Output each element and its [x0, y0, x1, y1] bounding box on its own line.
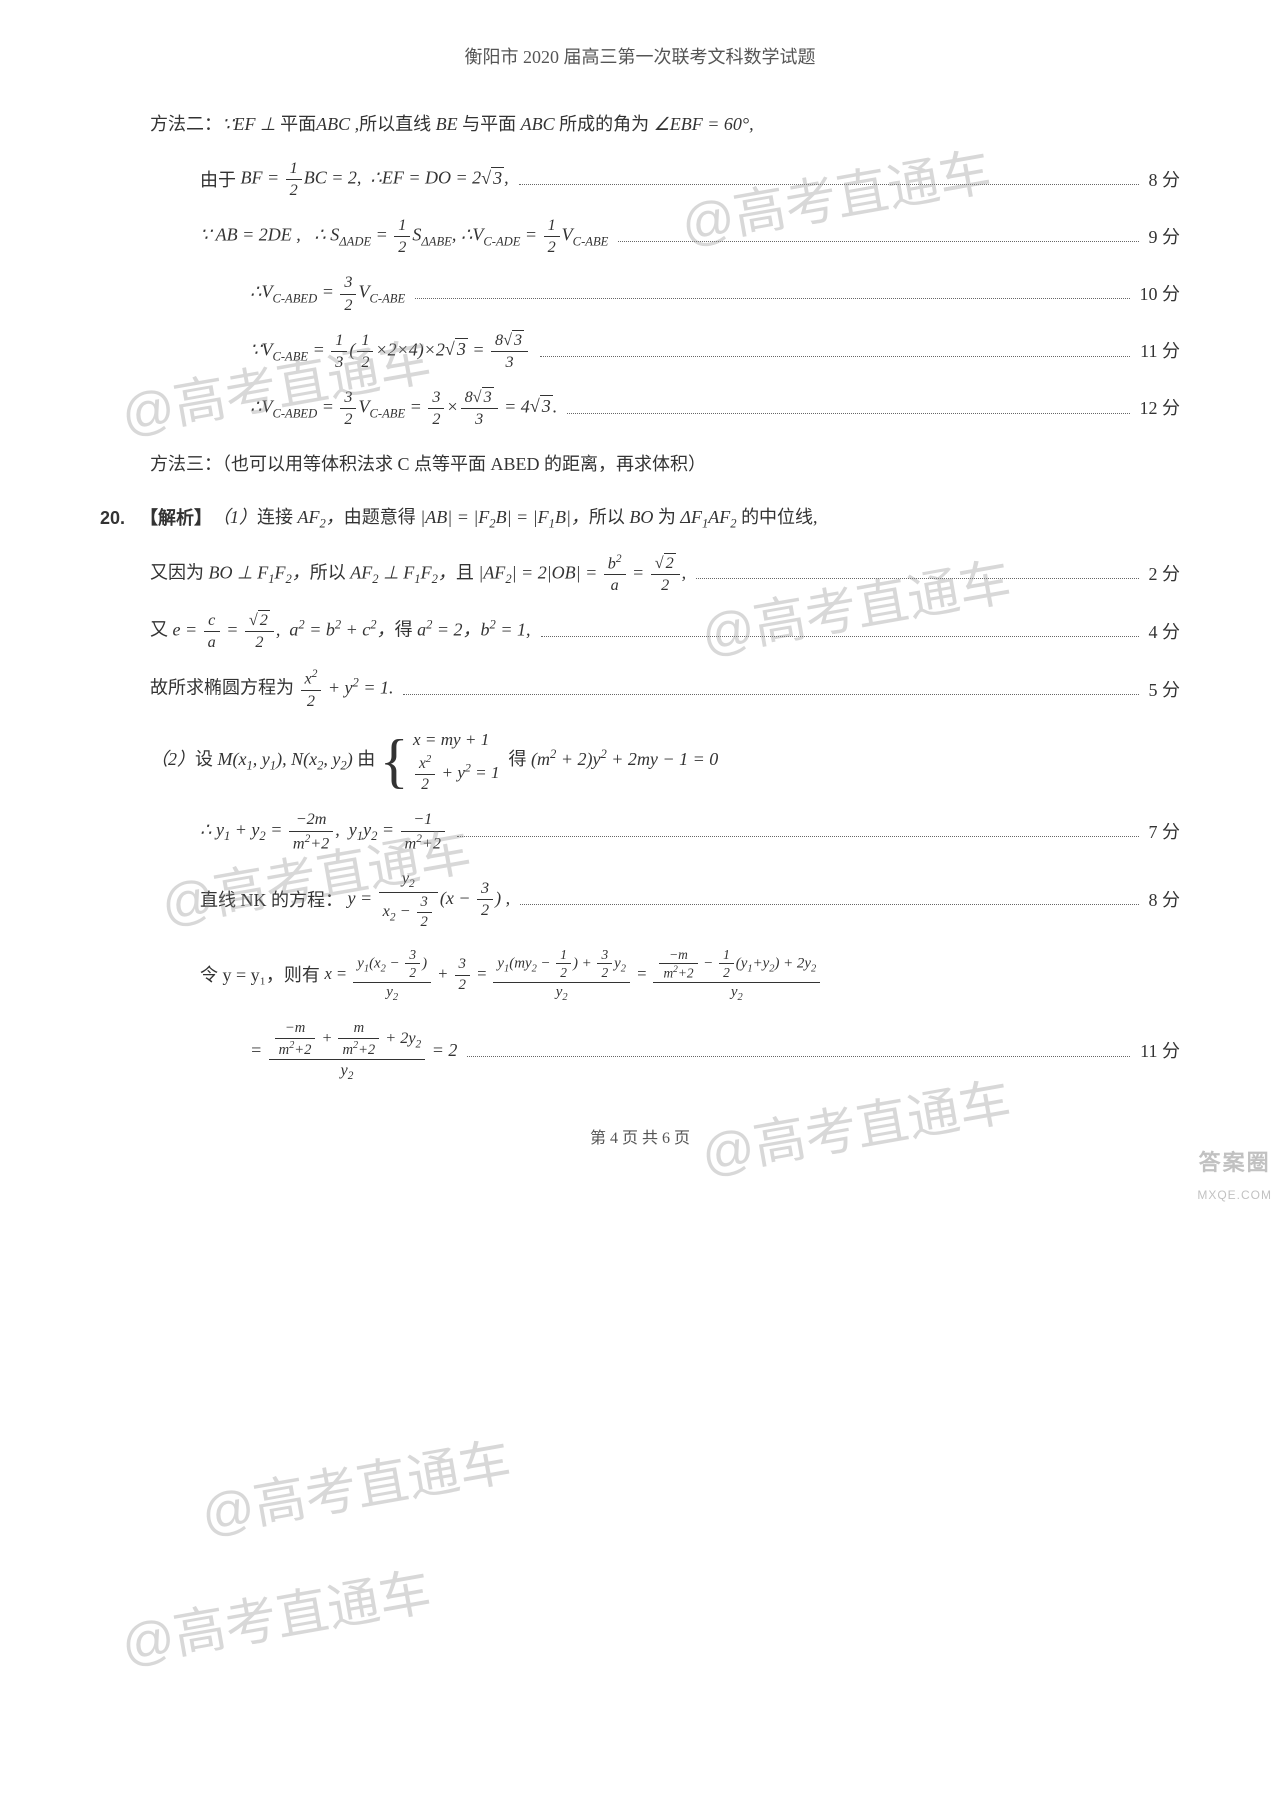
- step-12: ∴VC-ABED = 32VC-ABE = 32×833 = 43. 12 分: [100, 387, 1180, 430]
- watermark: @高考直通车: [194, 1414, 519, 1566]
- q20-step5: 故所求椭圆方程为 x22 + y2 = 1. 5 分: [100, 667, 1180, 712]
- math-text: （1）连接 AF2，由题意得 |AB| = |F2B| = |F1B|，所以 B…: [212, 500, 818, 537]
- score: 2 分: [1149, 557, 1181, 591]
- q20-step7: ∴ y1 + y2 = −2mm2+2, y1y2 = −1m2+2 7 分: [100, 809, 1180, 854]
- prefix: 令 y = y₁，则有: [200, 958, 320, 992]
- q-label: 【解析】: [140, 501, 212, 535]
- dots: [457, 826, 1139, 837]
- math-text: = −mm2+2 + mm2+2 + 2y2y2 = 2: [250, 1019, 457, 1085]
- score: 8 分: [1149, 883, 1181, 917]
- math-text: BF = 12BC = 2, ∴EF = DO = 23,: [241, 158, 509, 201]
- score: 4 分: [1149, 615, 1181, 649]
- score: 9 分: [1149, 220, 1181, 254]
- math-text: ∴VC-ABED = 32VC-ABE: [250, 272, 405, 315]
- watermark: @高考直通车: [114, 1544, 439, 1696]
- dots: [415, 289, 1129, 300]
- math-text: ∵VC-ABE = 13(12×2×4)×23 = 833: [250, 330, 530, 373]
- q-number: 20.: [100, 501, 140, 535]
- math-text: 又因为 BO ⊥ F1F2，所以 AF2 ⊥ F1F2，且 |AF2| = 2|…: [150, 552, 686, 597]
- dots: [541, 626, 1139, 637]
- q20-line1: 20. 【解析】 （1）连接 AF2，由题意得 |AB| = |F2B| = |…: [100, 498, 1180, 538]
- prefix: 由于: [200, 163, 236, 197]
- dots: [696, 569, 1138, 580]
- dots: [540, 346, 1130, 357]
- score: 5 分: [1149, 673, 1181, 707]
- method3-note: 方法三：（也可以用等体积法求 C 点等平面 ABED 的距离，再求体积）: [100, 444, 1180, 484]
- corner-small: MXQE.COM: [1197, 1184, 1272, 1207]
- prefix: 直线 NK 的方程：: [200, 883, 343, 917]
- dots: [520, 894, 1138, 905]
- math-text: 故所求椭圆方程为 x22 + y2 = 1.: [150, 667, 393, 712]
- q20-part2-setup: （2）设 M(x1, y1), N(x2, y2) 由 { x = my + 1…: [100, 726, 1180, 795]
- corner-watermark: 答案圈 MXQE.COM: [1197, 1142, 1272, 1207]
- step-8: 由于 BF = 12BC = 2, ∴EF = DO = 23, 8 分: [100, 158, 1180, 201]
- dots: [567, 403, 1129, 414]
- q20-step11: = −mm2+2 + mm2+2 + 2y2y2 = 2 11 分: [100, 1019, 1180, 1085]
- page-header: 衡阳市 2020 届高三第一次联考文科数学试题: [100, 40, 1180, 74]
- dots: [618, 231, 1138, 242]
- dots: [467, 1046, 1130, 1057]
- page-footer: 第 4 页 共 6 页: [100, 1124, 1180, 1154]
- math-text: x = y1(x2 − 32)y2 + 32 = y1(my2 − 12) + …: [324, 946, 822, 1005]
- step-9: ∵ AB = 2DE , ∴ SΔADE = 12SΔABE, ∴VC-ADE …: [100, 215, 1180, 258]
- q20-step2: 又因为 BO ⊥ F1F2，所以 AF2 ⊥ F1F2，且 |AF2| = 2|…: [100, 552, 1180, 597]
- method2-label: 方法二：: [150, 107, 222, 141]
- math-text: ∴ y1 + y2 = −2mm2+2, y1y2 = −1m2+2: [200, 809, 447, 854]
- math-text: 又 e = ca = 22, a2 = b2 + c2，得 a2 = 2，b2 …: [150, 610, 531, 653]
- dots: [403, 684, 1138, 695]
- corner-big: 答案圈: [1197, 1142, 1272, 1184]
- dots: [519, 174, 1139, 185]
- score: 8 分: [1149, 163, 1181, 197]
- step-10: ∴VC-ABED = 32VC-ABE 10 分: [100, 272, 1180, 315]
- score: 7 分: [1149, 815, 1181, 849]
- q20-long-eq: 令 y = y₁，则有 x = y1(x2 − 32)y2 + 32 = y1(…: [100, 946, 1180, 1005]
- math-text: y = y2x2 − 32(x − 32) ,: [348, 868, 511, 932]
- score: 12 分: [1140, 391, 1181, 425]
- step-11: ∵VC-ABE = 13(12×2×4)×23 = 833 11 分: [100, 330, 1180, 373]
- math-text: ∵EF ⊥ 平面ABC ,所以直线 BE 与平面 ABC 所成的角为 ∠EBF …: [222, 107, 754, 141]
- math-text: ∵ AB = 2DE , ∴ SΔADE = 12SΔABE, ∴VC-ADE …: [200, 215, 608, 258]
- text: 方法三：（也可以用等体积法求 C 点等平面 ABED 的距离，再求体积）: [150, 447, 706, 481]
- q20-step4: 又 e = ca = 22, a2 = b2 + c2，得 a2 = 2，b2 …: [100, 610, 1180, 653]
- score: 11 分: [1140, 334, 1180, 368]
- method2-line1: 方法二： ∵EF ⊥ 平面ABC ,所以直线 BE 与平面 ABC 所成的角为 …: [100, 104, 1180, 144]
- q20-step8: 直线 NK 的方程： y = y2x2 − 32(x − 32) , 8 分: [100, 868, 1180, 932]
- math-text: （2）设 M(x1, y1), N(x2, y2) 由 { x = my + 1…: [150, 726, 718, 795]
- score: 10 分: [1140, 277, 1181, 311]
- score: 11 分: [1140, 1034, 1180, 1068]
- math-text: ∴VC-ABED = 32VC-ABE = 32×833 = 43.: [250, 387, 557, 430]
